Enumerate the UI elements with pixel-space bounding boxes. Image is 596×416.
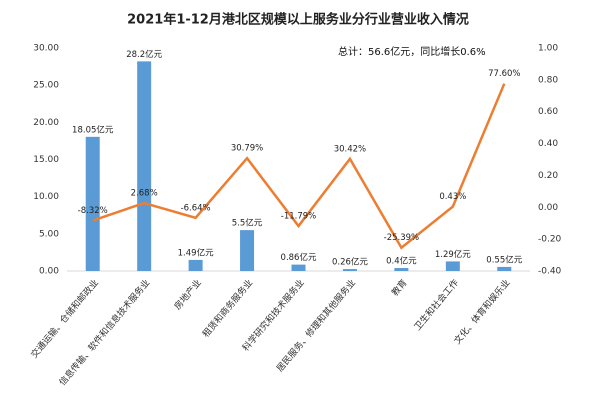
line-value-label: 77.60% xyxy=(488,69,520,79)
y-tick-label: 5.00 xyxy=(39,229,59,239)
y2-tick-label: 0.80 xyxy=(538,75,558,85)
y-tick-label: 30.00 xyxy=(33,44,59,54)
y2-tick-label: -0.40 xyxy=(538,267,562,277)
annotation: 总计：56.6亿元，同比增长0.6% xyxy=(338,45,486,58)
y-tick-label: 20.00 xyxy=(33,118,59,128)
bar xyxy=(240,230,255,271)
line-value-label: -8.32% xyxy=(78,206,108,216)
bar xyxy=(291,264,306,271)
line-value-label: -11.79% xyxy=(281,212,316,222)
bar xyxy=(137,61,152,271)
y2-tick-label: 0.40 xyxy=(538,139,558,149)
line-value-label: 0.43% xyxy=(439,192,466,202)
bar-value-label: 0.86亿元 xyxy=(281,252,317,263)
y-tick-label: 25.00 xyxy=(33,81,59,91)
y-tick-label: 10.00 xyxy=(33,192,59,202)
x-tick-label: 文化、体育和娱乐业 xyxy=(451,277,512,347)
x-tick-label: 卫生和社会工作 xyxy=(411,277,461,333)
bar-value-label: 1.49亿元 xyxy=(178,247,214,258)
bar-value-label: 0.55亿元 xyxy=(486,254,522,265)
y2-tick-label: -0.20 xyxy=(538,235,562,245)
bar xyxy=(85,136,100,271)
y-tick-label: 15.00 xyxy=(33,155,59,165)
bar-value-label: 0.26亿元 xyxy=(332,257,368,268)
line-value-label: 30.79% xyxy=(231,144,263,154)
y2-tick-label: 0.60 xyxy=(538,107,558,117)
bar-value-label: 0.4亿元 xyxy=(386,256,417,267)
x-tick-label: 信息传输、软件和信息技术服务业 xyxy=(56,277,152,388)
bar xyxy=(342,269,357,271)
bar xyxy=(394,268,409,271)
line-value-label: 2.68% xyxy=(131,189,158,199)
bar-value-label: 28.2亿元 xyxy=(126,49,162,60)
x-tick-label: 教育 xyxy=(389,277,410,299)
y2-tick-label: 1.00 xyxy=(538,44,558,54)
line-value-label: -25.39% xyxy=(384,233,419,243)
line xyxy=(92,83,506,250)
chart-title: 2021年1-12月港北区规模以上服务业分行业营业收入情况 xyxy=(127,12,469,28)
x-tick-label: 租赁和商务服务业 xyxy=(200,277,255,340)
bar xyxy=(497,266,512,271)
x-tick-label: 居民服务、修理和其他服务业 xyxy=(274,277,358,374)
bar-value-label: 1.29亿元 xyxy=(435,249,471,260)
bar xyxy=(445,261,460,271)
bar-value-label: 5.5亿元 xyxy=(232,218,263,229)
bar-value-label: 18.05亿元 xyxy=(72,124,114,135)
bar xyxy=(188,259,203,271)
line-value-label: -6.64% xyxy=(181,203,211,213)
y2-tick-label: 0.00 xyxy=(538,203,558,213)
x-tick-label: 房地产业 xyxy=(171,277,203,312)
line-value-label: 30.42% xyxy=(334,144,366,154)
y2-tick-label: 0.20 xyxy=(538,171,558,181)
y-tick-label: 0.00 xyxy=(39,267,59,277)
